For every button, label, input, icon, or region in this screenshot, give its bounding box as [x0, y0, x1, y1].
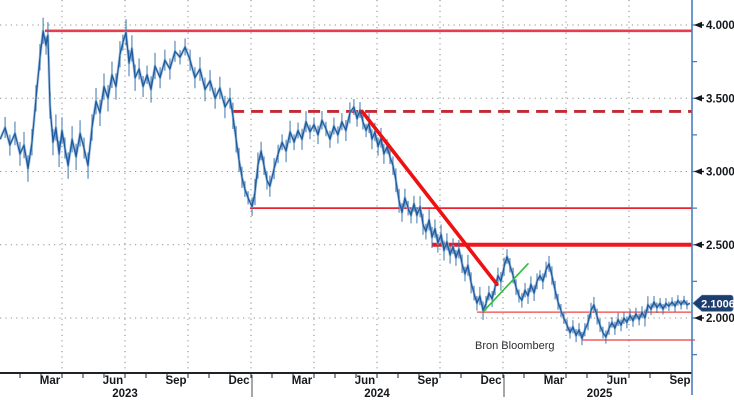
y-axis-label: 3.0000: [706, 167, 734, 179]
year-label: 2023: [112, 388, 138, 400]
horizontal-gridlines: [0, 24, 692, 319]
trend-lines: [360, 109, 529, 312]
x-axis-label: Mar: [292, 375, 313, 387]
y-axis-label: 2.0000: [706, 313, 734, 325]
y-axis-label: 3.5000: [706, 93, 734, 105]
x-axis-label: Jun: [607, 375, 627, 387]
x-axis-label: Mar: [40, 375, 61, 387]
vertical-gridlines: [61, 0, 630, 373]
x-axis-label: Sep: [165, 375, 186, 387]
x-axis-label: Jun: [103, 375, 123, 387]
y-axis: 4.0000 3.5000 3.0000 2.5000 2.0000: [691, 0, 734, 395]
x-axis-label: Jun: [355, 375, 375, 387]
price-series: [0, 17, 691, 346]
year-label: 2025: [587, 388, 613, 400]
last-price-label: 2.1006: [701, 298, 734, 310]
year-label: 2024: [364, 388, 390, 400]
last-price-badge: 2.1006: [692, 294, 734, 312]
x-axis: Mar Jun Sep Dec Mar Jun Sep Dec Mar Jun Sep 2023 202…: [0, 372, 693, 400]
x-axis-label: Dec: [228, 375, 250, 387]
last-price-badge-shape: [692, 294, 734, 312]
x-axis-label: Mar: [544, 375, 565, 387]
x-axis-label: Dec: [480, 375, 502, 387]
source-label: Bron Bloomberg: [475, 340, 555, 352]
y-axis-label: 2.5000: [706, 240, 734, 252]
x-axis-label: Sep: [669, 375, 690, 387]
support-resistance-lines: [44, 29, 695, 341]
y-axis-label: 4.0000: [706, 20, 734, 32]
x-axis-label: Sep: [417, 375, 438, 387]
